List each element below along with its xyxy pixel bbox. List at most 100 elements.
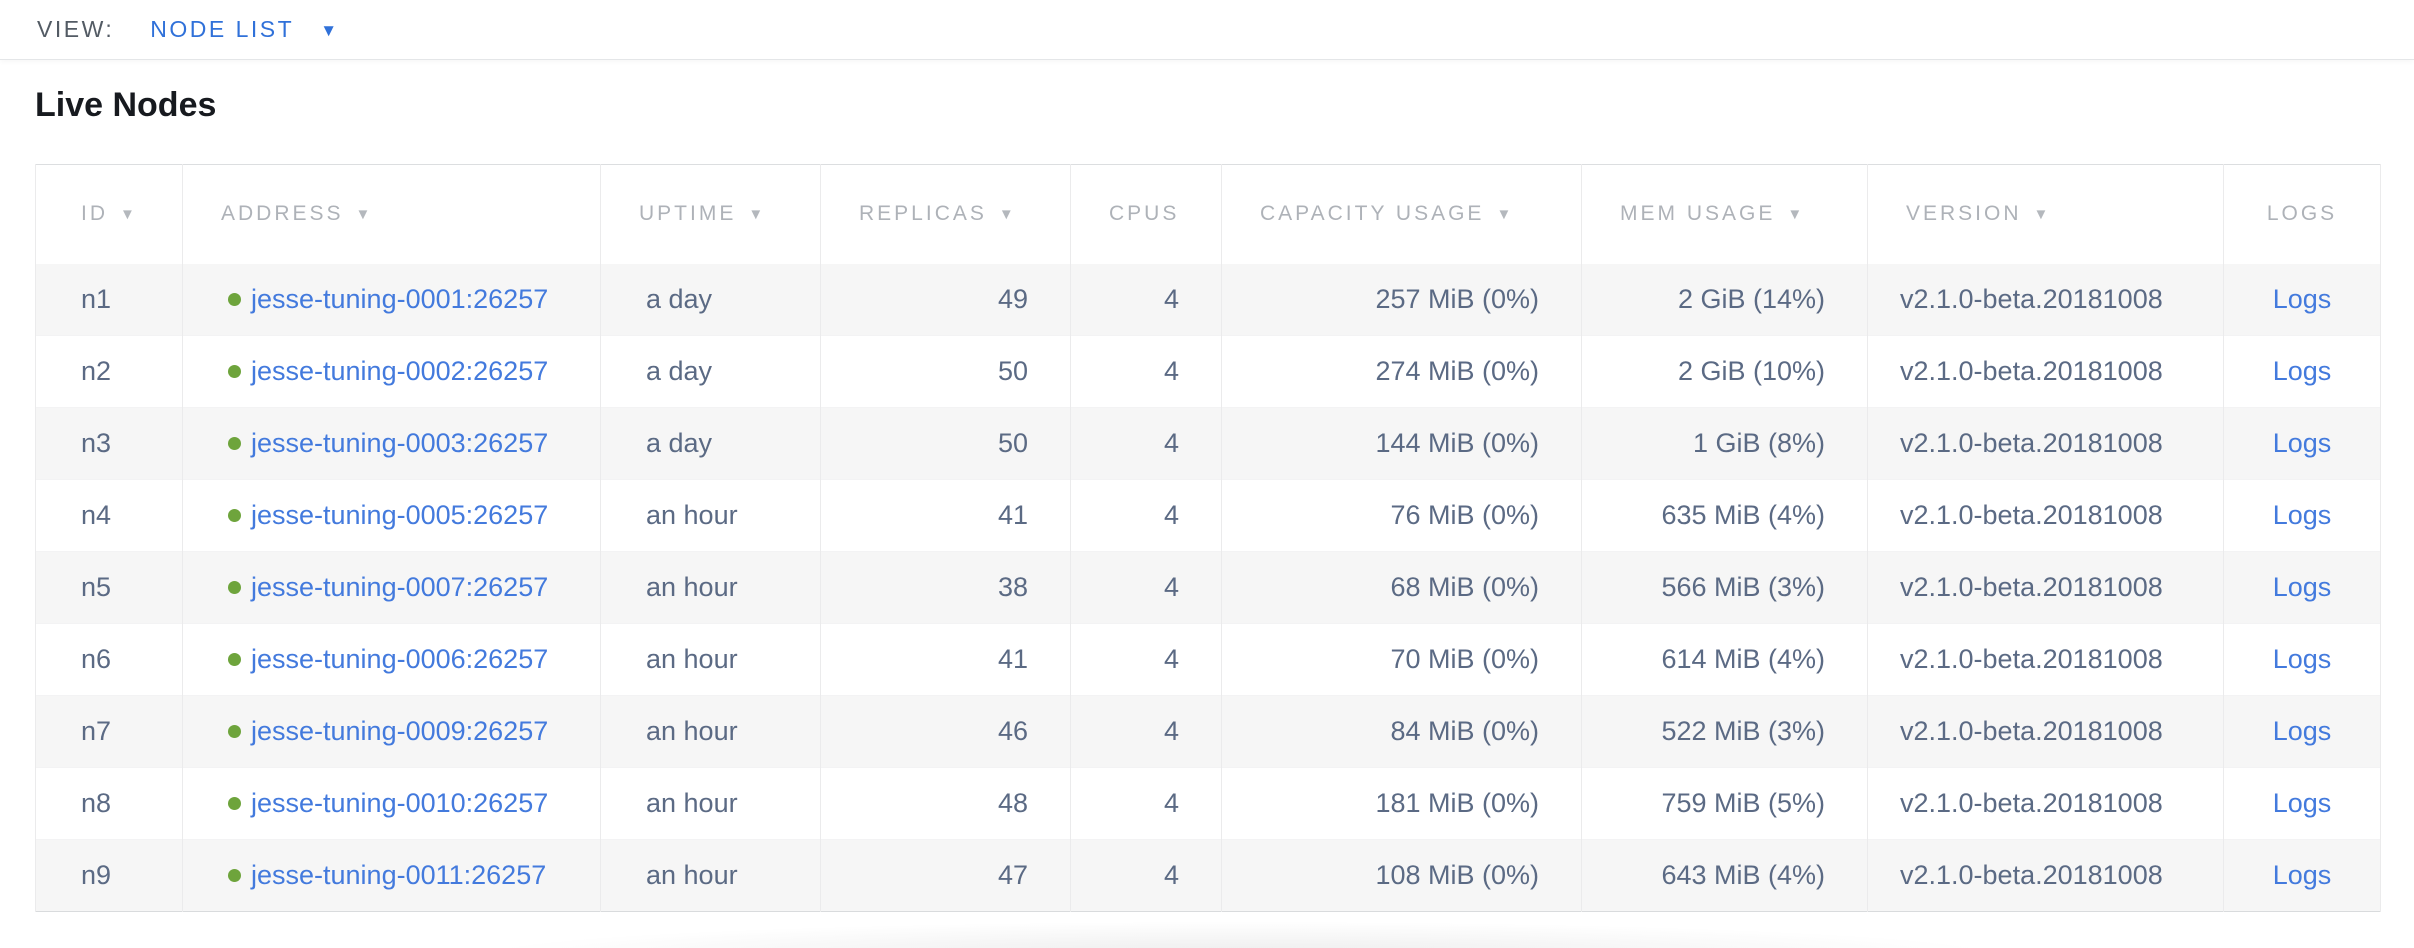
node-address-cell: jesse-tuning-0010:26257	[182, 767, 601, 840]
view-label: VIEW:	[37, 16, 115, 42]
view-bar: VIEW: NODE LIST ▼	[0, 0, 2414, 60]
sort-arrow-icon: ▼	[998, 206, 1017, 224]
node-live-status-icon	[228, 581, 241, 594]
node-id-cell: n8	[35, 767, 183, 840]
logs-cell: Logs	[2223, 335, 2381, 408]
mem-usage-cell: 522 MiB (3%)	[1581, 695, 1868, 768]
node-live-status-icon	[228, 797, 241, 810]
column-header-version[interactable]: VERSION ▼	[1867, 164, 2224, 264]
uptime-cell: an hour	[600, 623, 821, 696]
node-id-cell: n9	[35, 839, 183, 912]
logs-link[interactable]: Logs	[2272, 428, 2332, 458]
column-header-mem-usage[interactable]: MEM USAGE ▼	[1581, 164, 1868, 264]
capacity-usage-cell: 274 MiB (0%)	[1221, 335, 1582, 408]
next-section-shadow	[490, 922, 1990, 948]
node-id-cell: n7	[35, 695, 183, 768]
node-address-link[interactable]: jesse-tuning-0007:26257	[251, 572, 549, 602]
logs-cell: Logs	[2223, 479, 2381, 552]
capacity-usage-cell: 108 MiB (0%)	[1221, 839, 1582, 912]
sort-arrow-icon: ▼	[1496, 206, 1515, 224]
node-address-cell: jesse-tuning-0011:26257	[182, 839, 601, 912]
logs-link[interactable]: Logs	[2272, 500, 2332, 530]
logs-cell: Logs	[2223, 407, 2381, 480]
logs-cell: Logs	[2223, 839, 2381, 912]
column-header-id[interactable]: ID ▼	[35, 164, 183, 264]
logs-link[interactable]: Logs	[2272, 788, 2332, 818]
cpus-cell: 4	[1070, 551, 1222, 624]
logs-cell: Logs	[2223, 695, 2381, 768]
live-nodes-section: Live Nodes ID ▼ ADDRESS ▼ UPTIME ▼ REPLICAS…	[0, 84, 2414, 912]
logs-cell: Logs	[2223, 263, 2381, 336]
node-address-cell: jesse-tuning-0002:26257	[182, 335, 601, 408]
version-cell: v2.1.0-beta.20181008	[1867, 623, 2224, 696]
logs-link[interactable]: Logs	[2272, 356, 2332, 386]
live-nodes-table: ID ▼ ADDRESS ▼ UPTIME ▼ REPLICAS ▼ CPUS CAPA…	[35, 164, 2381, 912]
cpus-cell: 4	[1070, 335, 1222, 408]
node-address-cell: jesse-tuning-0001:26257	[182, 263, 601, 336]
column-header-capacity-usage[interactable]: CAPACITY USAGE ▼	[1221, 164, 1582, 264]
node-live-status-icon	[228, 292, 241, 306]
node-address-link[interactable]: jesse-tuning-0001:26257	[251, 283, 549, 314]
logs-link[interactable]: Logs	[2272, 860, 2332, 890]
version-cell: v2.1.0-beta.20181008	[1867, 335, 2224, 408]
logs-link[interactable]: Logs	[2272, 644, 2332, 674]
node-live-status-icon	[228, 365, 241, 378]
version-cell: v2.1.0-beta.20181008	[1867, 479, 2224, 552]
mem-usage-cell: 2 GiB (14%)	[1581, 263, 1868, 336]
table-row: n5 jesse-tuning-0007:26257 an hour 38 4 …	[35, 551, 2381, 624]
version-cell: v2.1.0-beta.20181008	[1867, 839, 2224, 912]
caret-down-icon: ▼	[320, 21, 338, 40]
version-cell: v2.1.0-beta.20181008	[1867, 407, 2224, 480]
node-address-link[interactable]: jesse-tuning-0009:26257	[251, 716, 549, 746]
node-address-cell: jesse-tuning-0005:26257	[182, 479, 601, 552]
node-id-cell: n4	[35, 479, 183, 552]
column-header-replicas[interactable]: REPLICAS ▼	[820, 164, 1071, 264]
cpus-cell: 4	[1070, 407, 1222, 480]
capacity-usage-cell: 70 MiB (0%)	[1221, 623, 1582, 696]
logs-link[interactable]: Logs	[2272, 716, 2332, 746]
capacity-usage-cell: 84 MiB (0%)	[1221, 695, 1582, 768]
uptime-cell: an hour	[600, 479, 821, 552]
node-address-link[interactable]: jesse-tuning-0003:26257	[251, 428, 549, 458]
sort-arrow-icon: ▼	[1787, 206, 1806, 224]
logs-link[interactable]: Logs	[2272, 283, 2332, 314]
replicas-cell: 41	[820, 623, 1071, 696]
capacity-usage-cell: 68 MiB (0%)	[1221, 551, 1582, 624]
view-selector-dropdown[interactable]: NODE LIST ▼	[150, 16, 337, 43]
node-address-link[interactable]: jesse-tuning-0005:26257	[251, 500, 549, 530]
uptime-cell: an hour	[600, 695, 821, 768]
mem-usage-cell: 2 GiB (10%)	[1581, 335, 1868, 408]
node-address-cell: jesse-tuning-0007:26257	[182, 551, 601, 624]
uptime-cell: an hour	[600, 839, 821, 912]
node-address-link[interactable]: jesse-tuning-0006:26257	[251, 644, 549, 674]
view-selector-value: NODE LIST	[150, 16, 295, 42]
node-address-link[interactable]: jesse-tuning-0010:26257	[251, 788, 549, 818]
capacity-usage-cell: 257 MiB (0%)	[1221, 263, 1582, 336]
node-address-cell: jesse-tuning-0003:26257	[182, 407, 601, 480]
column-header-uptime[interactable]: UPTIME ▼	[600, 164, 821, 264]
node-address-link[interactable]: jesse-tuning-0002:26257	[251, 356, 549, 386]
sort-arrow-icon: ▼	[748, 206, 767, 224]
node-id-cell: n6	[35, 623, 183, 696]
table-row: n8 jesse-tuning-0010:26257 an hour 48 4 …	[35, 767, 2381, 840]
uptime-cell: an hour	[600, 551, 821, 624]
replicas-cell: 46	[820, 695, 1071, 768]
sort-arrow-icon: ▼	[120, 206, 138, 224]
mem-usage-cell: 759 MiB (5%)	[1581, 767, 1868, 840]
node-address-link[interactable]: jesse-tuning-0011:26257	[251, 860, 547, 890]
logs-cell: Logs	[2223, 551, 2381, 624]
logs-cell: Logs	[2223, 767, 2381, 840]
node-live-status-icon	[228, 725, 241, 738]
logs-link[interactable]: Logs	[2272, 572, 2332, 602]
logs-cell: Logs	[2223, 623, 2381, 696]
column-header-logs: LOGS	[2223, 164, 2381, 264]
replicas-cell: 38	[820, 551, 1071, 624]
mem-usage-cell: 635 MiB (4%)	[1581, 479, 1868, 552]
page-title: Live Nodes	[35, 86, 217, 124]
cpus-cell: 4	[1070, 479, 1222, 552]
node-live-status-icon	[228, 437, 241, 450]
column-header-address[interactable]: ADDRESS ▼	[182, 164, 601, 264]
node-live-status-icon	[228, 869, 241, 882]
replicas-cell: 47	[820, 839, 1071, 912]
table-row: n2 jesse-tuning-0002:26257 a day 50 4 27…	[35, 335, 2381, 408]
